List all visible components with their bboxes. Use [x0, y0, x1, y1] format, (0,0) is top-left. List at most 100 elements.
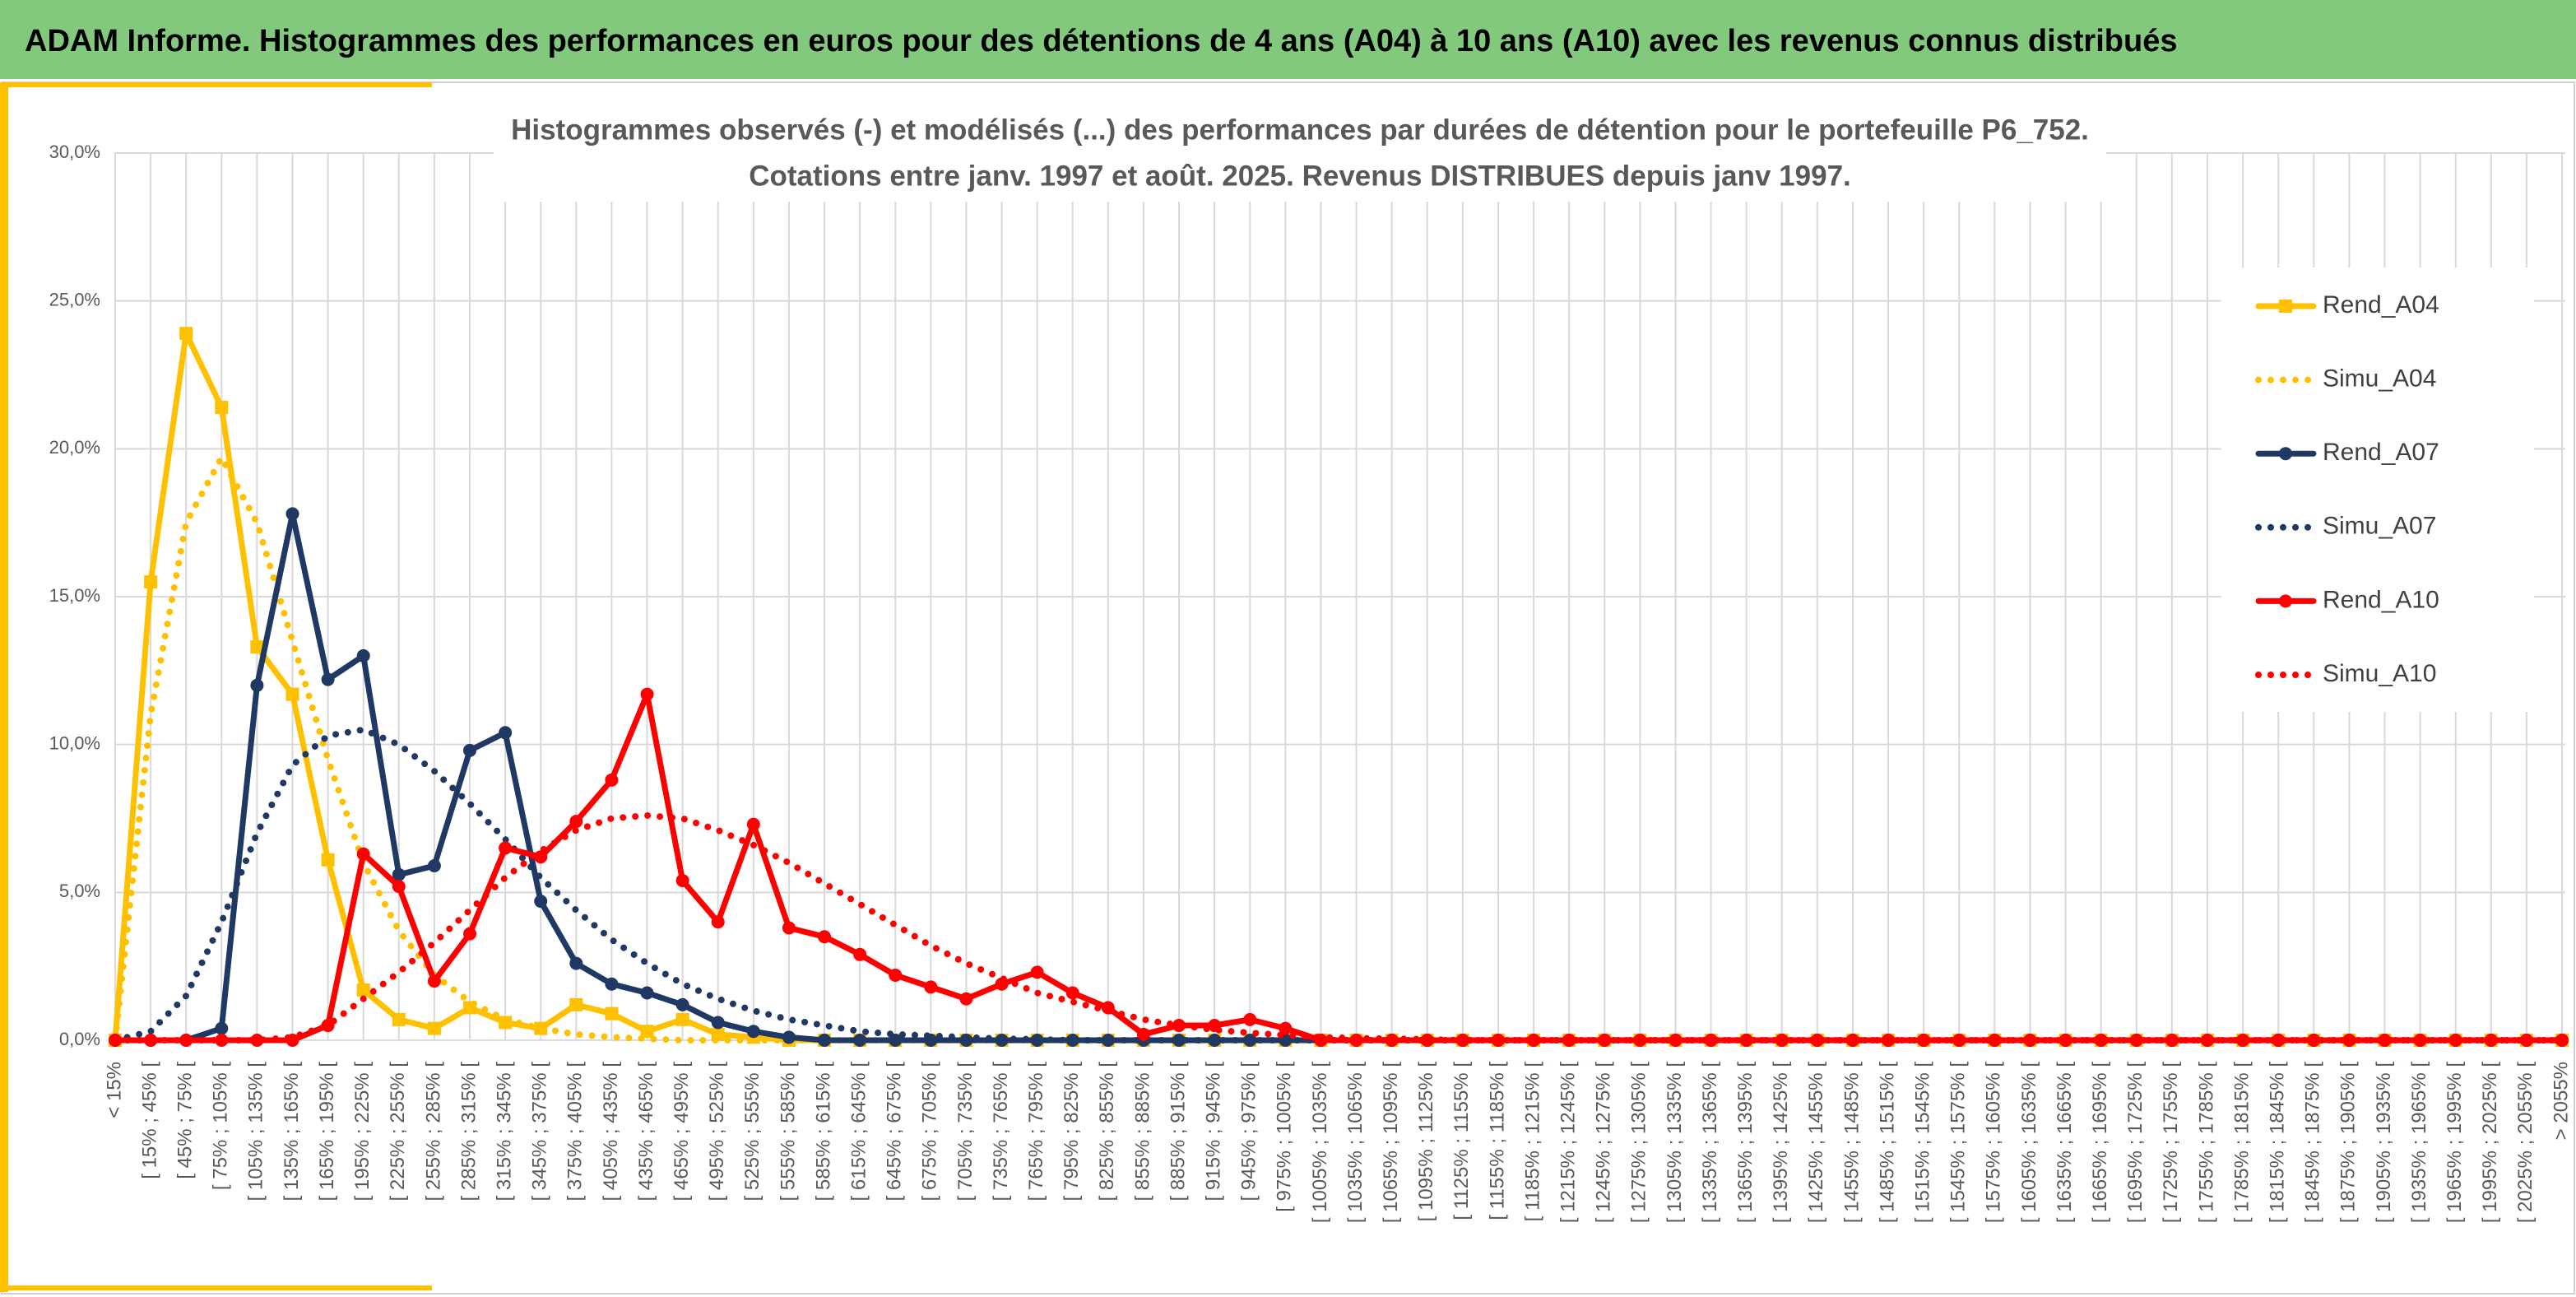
model-line [112, 811, 2565, 1044]
marker [746, 1025, 760, 1039]
marker [924, 980, 938, 994]
x-tick-label: [ 1095% ; 1125% [ [1415, 1062, 1437, 1222]
marker [499, 726, 513, 740]
series-group [109, 327, 2569, 1047]
y-tick-label: 10,0% [49, 732, 100, 753]
marker [321, 672, 335, 686]
marker [889, 1034, 903, 1047]
marker [534, 850, 548, 864]
marker [321, 853, 335, 867]
marker [1065, 986, 1079, 1000]
marker [569, 997, 583, 1011]
x-tick-label: [ 1695% ; 1725% [ [2124, 1062, 2147, 1223]
marker [285, 687, 299, 701]
x-tick-label: [ 255% ; 285% [ [422, 1062, 444, 1202]
x-tick-label: [ 615% ; 645% [ [847, 1062, 870, 1202]
x-tick-label: [ 1515% ; 1545% [ [1912, 1062, 1934, 1223]
title-background [494, 107, 2106, 202]
x-tick-label: [ 1335% ; 1365% [ [1699, 1062, 1721, 1223]
marker [250, 678, 264, 692]
x-tick-label: [ 675% ; 705% [ [919, 1062, 941, 1202]
legend-item: Simu_A04 [2255, 365, 2436, 393]
x-tick-label: [ 1035% ; 1065% [ [1344, 1062, 1367, 1223]
x-tick-label: [ 465% ; 495% [ [671, 1062, 693, 1202]
legend-label: Rend_A07 [2323, 439, 2439, 466]
marker [675, 997, 689, 1011]
x-tick-label: [ 525% ; 555% [ [741, 1062, 764, 1202]
x-tick-label: [ 885% ; 915% [ [1167, 1062, 1189, 1202]
y-tick-label: 5,0% [59, 881, 100, 901]
header-bar [0, 0, 2576, 79]
x-tick-label: [ 1305% ; 1335% [ [1664, 1062, 1686, 1223]
y-tick-label: 30,0% [49, 142, 100, 162]
x-tick-label: [ 945% ; 975% [ [1238, 1062, 1260, 1202]
chart-title: Histogrammes observés (-) et modélisés (… [511, 114, 2089, 146]
x-tick-label: [ 765% ; 795% [ [1025, 1062, 1047, 1202]
marker [1243, 1012, 1257, 1026]
marker [1527, 1034, 1541, 1047]
x-tick-label: [ 1155% ; 1185% [ [1486, 1062, 1508, 1220]
accent-top [0, 82, 432, 87]
legend-item: Rend_A10 [2255, 586, 2439, 613]
marker [392, 867, 406, 881]
marker [605, 977, 619, 991]
marker [392, 1012, 406, 1026]
marker [2094, 1034, 2108, 1047]
marker [1775, 1034, 1789, 1047]
header-title: ADAM Informe. Histogrammes des performan… [25, 24, 2177, 58]
marker [250, 640, 264, 654]
marker [1172, 1034, 1186, 1047]
x-tick-label: [ 645% ; 675% [ [884, 1062, 906, 1202]
legend-label: Simu_A10 [2323, 660, 2436, 687]
marker [179, 327, 193, 341]
y-tick-label: 0,0% [59, 1029, 100, 1049]
marker [1845, 1034, 1859, 1047]
marker [818, 930, 832, 944]
x-tick-label: [ 795% ; 825% [ [1061, 1062, 1083, 1202]
x-tick-label: [ 225% ; 255% [ [387, 1062, 409, 1202]
x-tick-label: [ 1455% ; 1485% [ [1840, 1062, 1863, 1223]
marker [463, 927, 477, 941]
x-tick-label: [ 1485% ; 1515% [ [1876, 1062, 1898, 1223]
marker [392, 880, 406, 894]
x-tick-label: [ 915% ; 945% [ [1202, 1062, 1224, 1202]
marker [711, 1016, 725, 1030]
marker [569, 815, 583, 829]
marker [1491, 1034, 1505, 1047]
marker [640, 687, 654, 701]
x-tick-label: [ 555% ; 585% [ [777, 1062, 799, 1202]
legend-label: Simu_A04 [2323, 365, 2436, 393]
marker [356, 847, 370, 861]
x-tick-label: [ 1875% ; 1905% [ [2337, 1062, 2360, 1223]
marker [356, 648, 370, 662]
marker [2378, 1034, 2392, 1047]
marker [250, 1034, 264, 1047]
x-tick-label: [ 1395% ; 1425% [ [1770, 1062, 1792, 1223]
y-tick-label: 20,0% [49, 437, 100, 458]
x-tick-label: [ 1245% ; 1275% [ [1593, 1062, 1615, 1223]
marker [144, 575, 158, 589]
marker [569, 956, 583, 970]
x-tick-label: [ 435% ; 465% [ [635, 1062, 657, 1202]
x-tick-label: [ 1965% ; 1995% [ [2444, 1062, 2466, 1223]
x-tick-label: [ 285% ; 315% [ [457, 1062, 480, 1202]
marker [356, 983, 370, 997]
marker [2555, 1034, 2569, 1047]
x-tick-label: [ 975% ; 1005% [ [1274, 1062, 1296, 1212]
legend-item: Simu_A07 [2255, 513, 2436, 540]
x-tick-label: [ 345% ; 375% [ [529, 1062, 551, 1202]
marker [605, 773, 619, 787]
x-tick-label: [ 1425% ; 1455% [ [1805, 1062, 1827, 1223]
x-tick-label: [ 45% ; 75% [ [174, 1062, 197, 1179]
marker [605, 1006, 619, 1020]
x-tick-label: [ 1995% ; 2025% [ [2479, 1062, 2501, 1223]
accent-bottom [0, 1285, 432, 1290]
model-line [112, 726, 2565, 1044]
x-tick-label: [ 1545% ; 1575% [ [1947, 1062, 1970, 1223]
x-tick-label: [ 1065% ; 1095% [ [1380, 1062, 1402, 1223]
x-tick-label: [ 405% ; 435% [ [600, 1062, 622, 1202]
marker [2279, 447, 2292, 461]
marker [1598, 1034, 1612, 1047]
